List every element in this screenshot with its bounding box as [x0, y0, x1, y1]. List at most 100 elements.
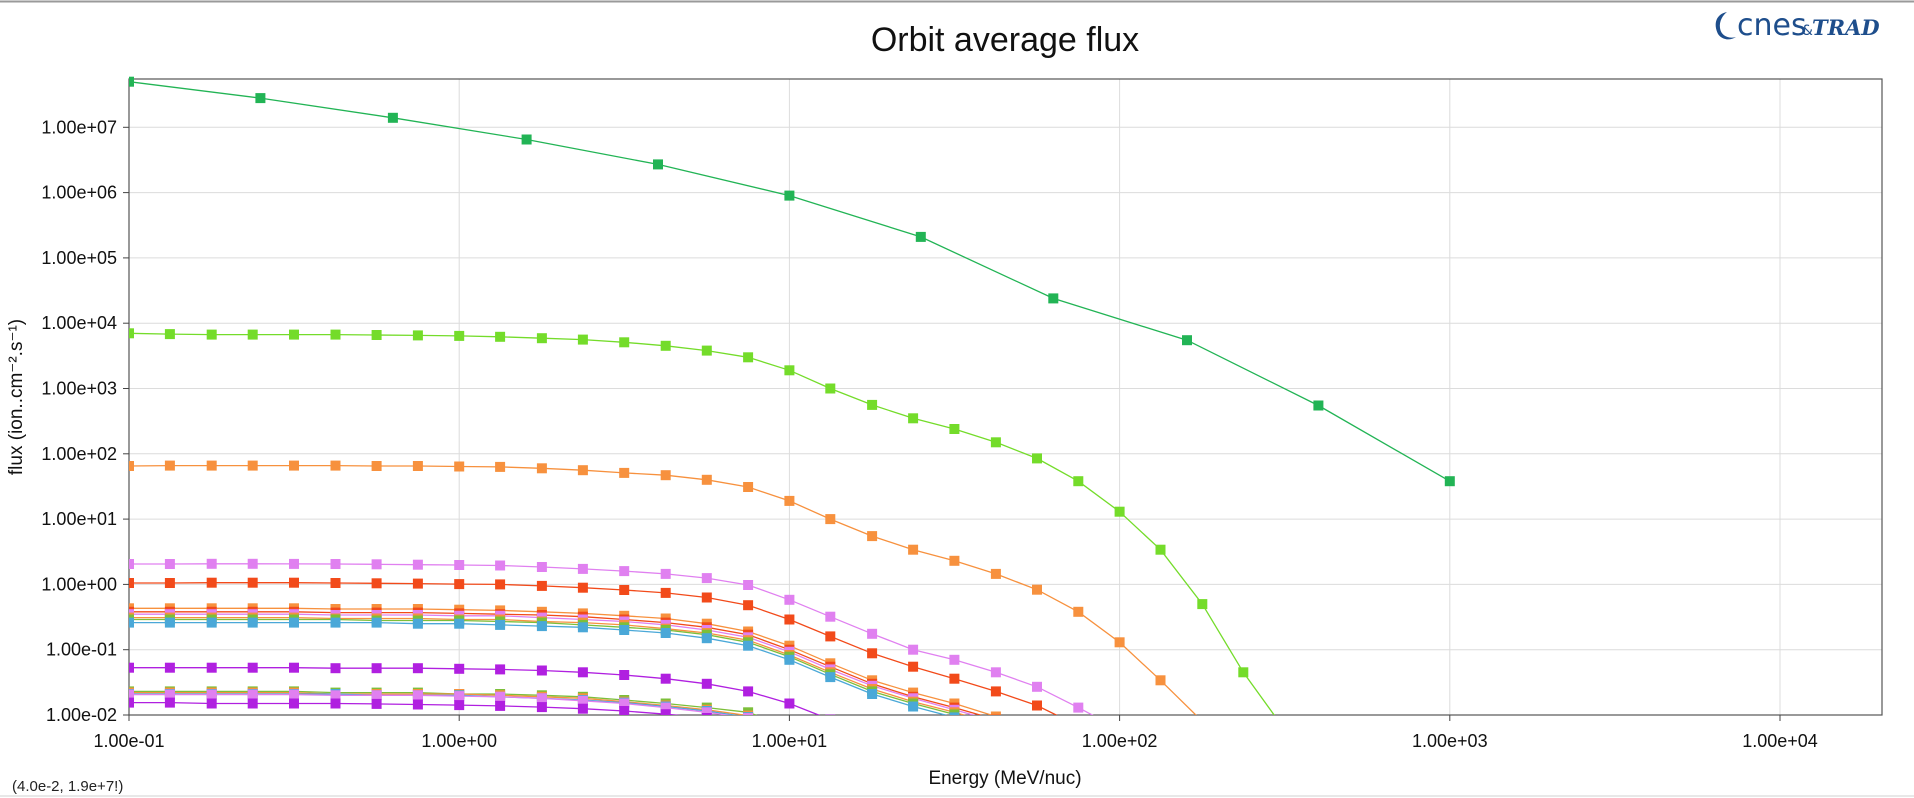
data-point	[1073, 721, 1083, 731]
data-point	[536, 621, 547, 632]
data-point	[289, 617, 299, 628]
data-point	[660, 340, 671, 351]
data-point	[619, 566, 630, 577]
data-point	[495, 579, 506, 590]
data-point	[743, 686, 754, 697]
data-series	[129, 76, 1455, 731]
y-tick-label: 1.00e+06	[41, 183, 117, 203]
tick-marks	[123, 126, 1781, 721]
data-point	[701, 678, 712, 689]
cursor-coordinate-readout: (4.0e-2, 1.9e+7!)	[12, 778, 123, 795]
data-point	[743, 600, 754, 611]
data-point	[289, 698, 299, 709]
y-tick-label: 1.00e+05	[41, 248, 117, 268]
series-line	[129, 611, 983, 715]
data-point	[412, 559, 423, 570]
x-tick-label: 1.00e+03	[1412, 731, 1488, 751]
data-point	[908, 413, 919, 424]
data-point	[1197, 599, 1208, 610]
data-point	[129, 328, 134, 339]
data-point	[619, 706, 630, 715]
data-point	[454, 700, 465, 711]
data-point	[129, 697, 134, 708]
data-point	[536, 665, 547, 676]
data-point	[619, 337, 630, 348]
data-point	[619, 467, 630, 478]
series-16	[129, 689, 754, 715]
data-point	[206, 329, 217, 340]
data-point	[743, 640, 754, 651]
data-point	[660, 568, 671, 579]
data-point	[915, 231, 926, 242]
data-point	[619, 625, 630, 635]
data-point	[1073, 476, 1084, 487]
data-point	[1032, 584, 1042, 595]
series-line	[129, 667, 821, 715]
grid-lines	[128, 79, 1882, 716]
y-tick-label: 1.00e+01	[41, 509, 117, 529]
data-point	[701, 345, 712, 356]
data-point	[164, 460, 175, 471]
data-point	[371, 663, 382, 674]
data-point	[164, 689, 175, 700]
data-point	[660, 628, 671, 638]
data-point	[164, 617, 175, 628]
data-point	[743, 713, 754, 715]
data-point	[1182, 335, 1192, 346]
series-1	[129, 76, 1455, 487]
series-line	[129, 613, 976, 715]
data-point	[371, 559, 382, 570]
data-point	[206, 577, 217, 588]
data-point	[949, 709, 960, 715]
x-axis-label: Energy (MeV/nuc)	[928, 768, 1081, 789]
y-tick-label: 1.00e-02	[46, 705, 117, 725]
data-point	[412, 330, 423, 341]
series-11	[129, 617, 960, 715]
data-point	[743, 482, 754, 492]
data-point	[454, 663, 465, 674]
data-point	[867, 689, 878, 699]
data-point	[577, 695, 588, 706]
data-point	[454, 560, 465, 570]
data-point	[701, 633, 712, 644]
data-point	[330, 460, 341, 471]
data-point	[129, 559, 134, 569]
data-point	[991, 721, 1001, 731]
data-point	[164, 559, 175, 569]
data-point	[412, 461, 423, 471]
data-point	[206, 662, 217, 673]
data-point	[247, 558, 258, 569]
data-point	[164, 697, 175, 708]
data-point	[495, 560, 506, 571]
data-point	[1238, 667, 1249, 678]
data-point	[825, 714, 836, 715]
data-point	[784, 365, 795, 376]
series-12	[129, 662, 836, 715]
series-17	[129, 697, 712, 715]
data-point	[330, 690, 341, 701]
data-point	[784, 698, 795, 709]
data-point	[908, 661, 919, 672]
data-point	[577, 582, 588, 593]
data-point	[701, 592, 712, 603]
x-tick-label: 1.00e+04	[1742, 731, 1818, 751]
data-point	[908, 701, 919, 712]
data-point	[1032, 700, 1042, 711]
data-point	[577, 334, 588, 345]
data-point	[495, 619, 506, 630]
y-tick-label: 1.00e-01	[46, 640, 117, 660]
data-point	[949, 555, 960, 566]
data-point	[990, 686, 1001, 697]
data-point	[619, 698, 630, 709]
data-point	[701, 707, 712, 715]
data-point	[289, 329, 299, 340]
data-point	[412, 663, 423, 674]
data-point	[825, 631, 836, 642]
data-point	[129, 617, 134, 628]
series-3	[129, 460, 1197, 715]
data-point	[371, 330, 382, 340]
data-point	[1114, 506, 1125, 517]
data-point	[660, 709, 671, 715]
data-point	[495, 691, 506, 702]
